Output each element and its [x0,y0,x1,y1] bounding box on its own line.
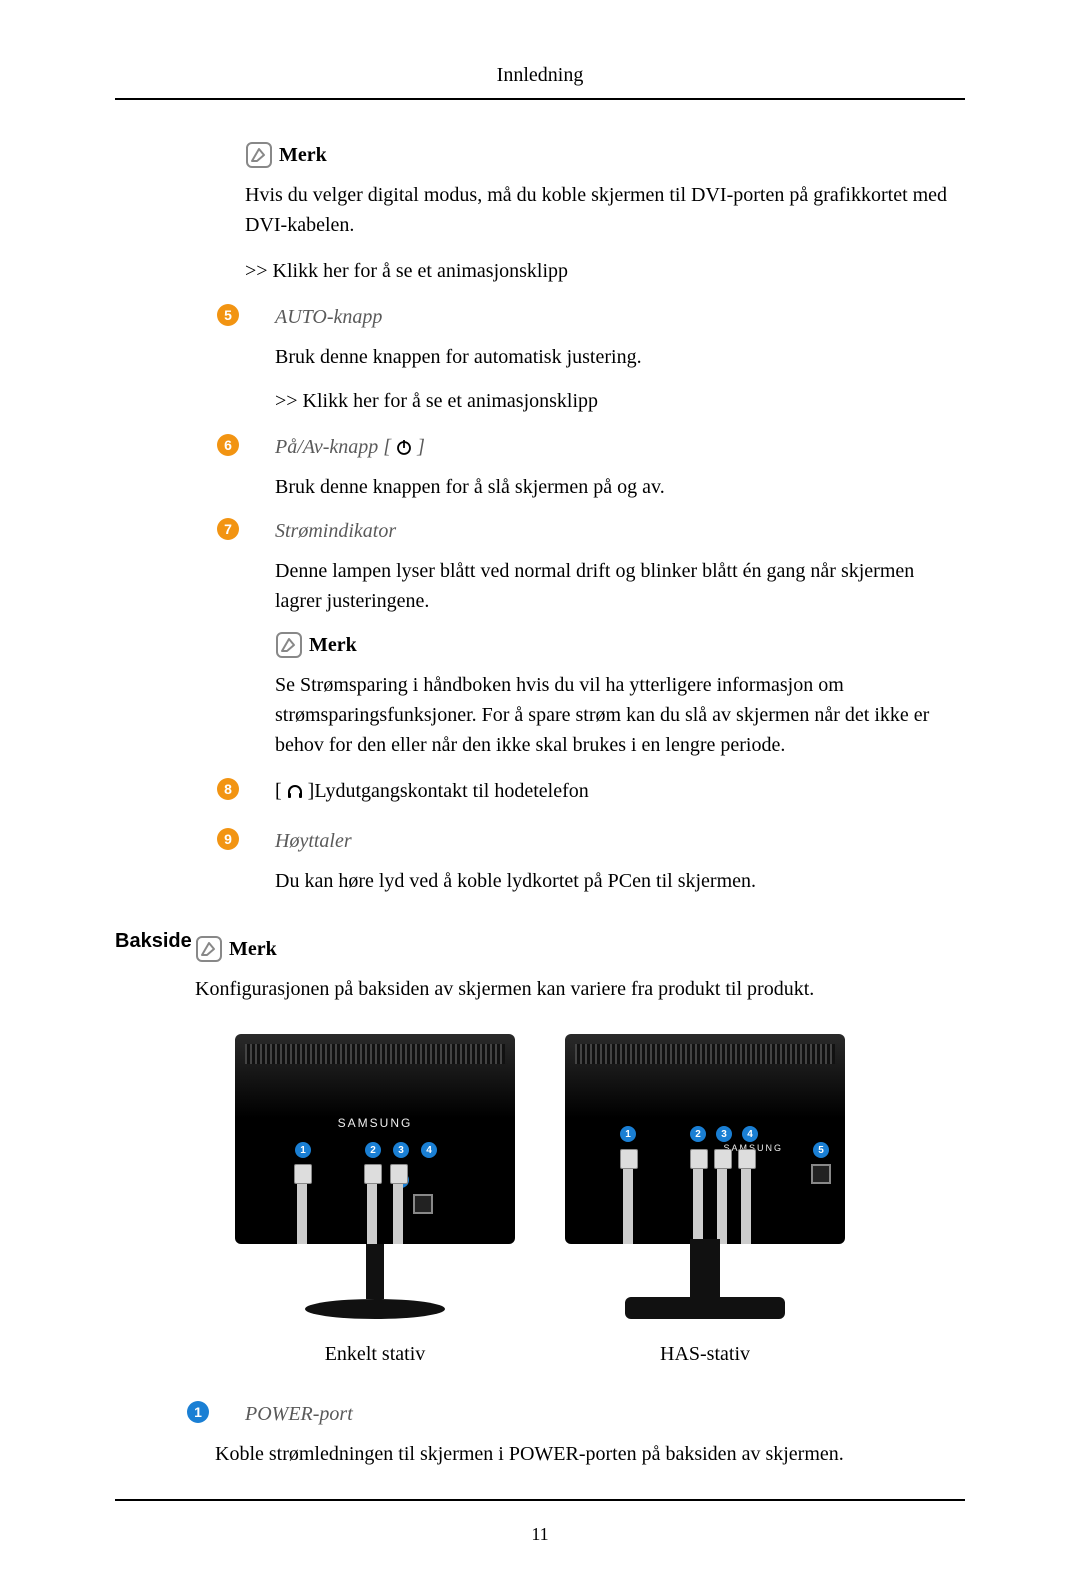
note-icon [195,935,223,963]
item-8-title: [ ]Lydutgangskontakt til hodetelefon [275,776,589,806]
item-9-number: 9 [217,828,239,850]
item-8-prefix: [ [275,776,282,806]
item-1-power-port: 1 POWER-port Koble strømledningen til sk… [215,1399,965,1469]
item-7-title: Strømindikator [275,516,396,546]
item-1-body: Koble strømledningen til skjermen i POWE… [215,1439,965,1469]
item-5-title: AUTO-knapp [275,302,382,332]
port-label-3: 3 [716,1126,732,1142]
power-icon [395,438,413,456]
item-7-note-body: Se Strømsparing i håndboken hvis du vil … [275,670,965,760]
figures-row: SAMSUNG 1 2 3 4 5 [115,1034,965,1369]
monitor-back-simple: SAMSUNG 1 2 3 4 5 [235,1034,515,1244]
port-label-5: 5 [813,1142,829,1158]
item-6-body: Bruk denne knappen for å slå skjermen på… [275,472,965,502]
page-number: 11 [115,1521,965,1548]
note-icon [245,141,273,169]
item-7-number: 7 [217,518,239,540]
item-9-body: Du kan høre lyd ved å koble lydkortet på… [275,866,965,896]
intro-note-text: Hvis du velger digital modus, må du kobl… [245,180,965,240]
note-label: Merk [229,934,277,964]
item-8: 8 [ ]Lydutgangskontakt til hodetelefon [245,776,965,806]
item-5: 5 AUTO-knapp Bruk denne knappen for auto… [245,302,965,416]
port-label-2: 2 [365,1142,381,1158]
item-7-body: Denne lampen lyser blått ved normal drif… [275,556,965,616]
headphone-icon [286,782,304,800]
item-8-suffix: ]Lydutgangskontakt til hodetelefon [308,776,589,806]
monitor-back-has: SAMSUNG 1 2 3 4 5 [565,1034,845,1244]
item-9: 9 Høyttaler Du kan høre lyd ved å koble … [245,826,965,896]
item-6-title: På/Av-knapp [ ] [275,432,425,462]
port-label-1: 1 [295,1142,311,1158]
item-6-number: 6 [217,434,239,456]
header-divider [115,98,965,100]
item-5-body: Bruk denne knappen for automatisk juster… [275,342,965,372]
item-1-number: 1 [187,1401,209,1423]
item-7: 7 Strømindikator Denne lampen lyser blåt… [245,516,965,760]
figure-has-stand: SAMSUNG 1 2 3 4 5 [565,1034,845,1369]
bakside-note: Merk [195,934,965,964]
port-label-4: 4 [742,1126,758,1142]
item-6: 6 På/Av-knapp [ ] Bruk denne knappen for… [245,432,965,502]
note-label: Merk [279,140,327,170]
port-label-3: 3 [393,1142,409,1158]
simple-stand [325,1239,425,1329]
figure-simple-stand: SAMSUNG 1 2 3 4 5 [235,1034,515,1369]
animation-link[interactable]: >> Klikk her for å se et animasjonsklipp [245,256,965,286]
item-6-title-prefix: På/Av-knapp [ [275,432,391,462]
footer-divider [115,1499,965,1501]
item-6-title-suffix: ] [417,432,425,462]
item-1-title: POWER-port [245,1399,353,1429]
item-5-number: 5 [217,304,239,326]
item-9-title: Høyttaler [275,826,352,856]
figure2-caption: HAS-stativ [660,1339,750,1369]
figure1-caption: Enkelt stativ [325,1339,426,1369]
port-label-4: 4 [421,1142,437,1158]
document-page: Innledning Merk Hvis du velger digital m… [0,0,1080,1588]
samsung-logo: SAMSUNG [338,1114,413,1132]
port-label-2: 2 [690,1126,706,1142]
initial-note-section: Merk Hvis du velger digital modus, må du… [245,140,965,286]
page-header: Innledning [115,60,965,90]
note-icon [275,631,303,659]
has-stand [655,1239,755,1329]
item-8-number: 8 [217,778,239,800]
item-5-link[interactable]: >> Klikk her for å se et animasjonsklipp [275,386,965,416]
port-label-1: 1 [620,1126,636,1142]
bakside-note-body: Konfigurasjonen på baksiden av skjermen … [195,974,965,1004]
note-label: Merk [309,630,357,660]
